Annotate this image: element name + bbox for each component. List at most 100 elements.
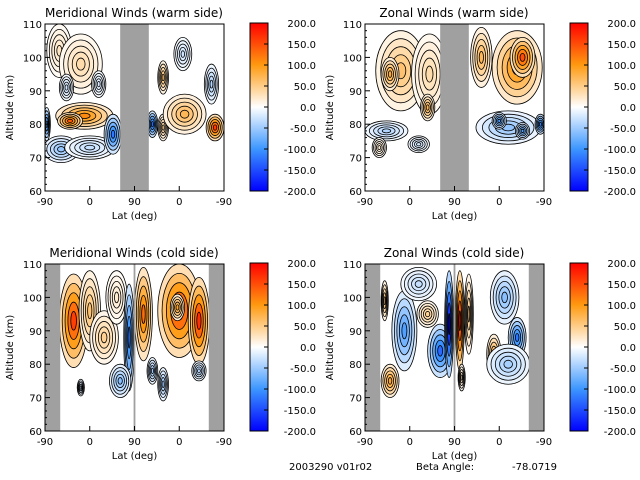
contour-level (458, 310, 462, 332)
plot-area (365, 264, 544, 431)
colorbar-tick-label: 100.0 (607, 61, 636, 72)
y-axis-label: Altitude (km) (325, 315, 336, 381)
footer-beta-label: Beta Angle: (416, 462, 474, 473)
colorbar-tick-label: -50.0 (610, 364, 636, 375)
y-axis-label: Altitude (km) (5, 315, 16, 381)
x-tick-label: 90 (448, 437, 461, 448)
contour-level (503, 359, 513, 369)
colorbar: 200.0 150.0 100.0 50.0 0.0 -50.0 -100.0 -150.0 -… (249, 19, 316, 198)
contour-level (381, 128, 392, 134)
colorbar-tick-label: 50.0 (294, 82, 316, 93)
contour-level (175, 304, 180, 311)
contour-level (64, 84, 69, 91)
contour-level (387, 377, 393, 385)
x-tick-label: 0 (87, 197, 93, 208)
colorbar-tick-label: 0.0 (300, 343, 316, 354)
contour-level (519, 52, 526, 62)
x-tick-label: 0 (176, 197, 182, 208)
colorbar-tick-label: -200.0 (604, 427, 636, 438)
x-axis-label: Lat (deg) (112, 451, 158, 462)
colorbar-tick-label: 50.0 (614, 82, 636, 93)
colorbar-tick-label: 50.0 (294, 322, 316, 333)
x-axis-label: Lat (deg) (432, 451, 478, 462)
colorbar-tick-label: -150.0 (284, 406, 316, 417)
contour-level (141, 304, 146, 324)
contour-level (414, 280, 423, 288)
no-data-region (365, 264, 381, 431)
x-axis-label: Lat (deg) (112, 211, 158, 222)
y-tick-label: 110 (343, 260, 362, 271)
colorbar: 200.0 150.0 100.0 50.0 0.0 -50.0 -100.0 -150.0 -… (569, 259, 636, 438)
colorbar-tick-label: 200.0 (607, 19, 636, 30)
contour-level (196, 311, 202, 330)
colorbar-tick-label: 100.0 (607, 301, 636, 312)
plot-area (365, 24, 544, 191)
colorbar-tick-label: 150.0 (607, 40, 636, 51)
x-tick-label: 0 (496, 437, 502, 448)
colorbar-tick-label: -150.0 (604, 166, 636, 177)
contour-level (96, 81, 101, 88)
contour-level (76, 57, 86, 71)
colorbar-tick-label: 50.0 (614, 322, 636, 333)
contour-level (497, 118, 502, 123)
colorbar-tick-label: 150.0 (287, 280, 316, 291)
colorbar: 200.0 150.0 100.0 50.0 0.0 -50.0 -100.0 -150.0 -… (569, 19, 636, 198)
contour-level (161, 73, 165, 82)
colorbar-tick-label: 200.0 (287, 19, 316, 30)
contour-level (180, 50, 186, 58)
y-tick-label: 100 (23, 293, 42, 304)
panel-2: Zonal Winds (warm side) 60 70 80 90 100 110 -90… (325, 6, 636, 222)
x-tick-label: -90 (357, 437, 373, 448)
y-tick-label: 70 (29, 394, 42, 405)
colorbar-tick-label: 0.0 (620, 103, 636, 114)
contour-level (209, 79, 214, 89)
y-tick-label: 90 (29, 87, 42, 98)
contour-level (478, 50, 484, 64)
x-axis-label: Lat (deg) (432, 211, 478, 222)
y-tick-label: 70 (29, 154, 42, 165)
panel-3: Meridional Winds (cold side) 60 70 80 90 100 1… (5, 246, 316, 462)
contour-level (383, 296, 386, 306)
colorbar-tick-label: 150.0 (607, 280, 636, 291)
contour-level (520, 128, 525, 133)
contour-level (447, 313, 451, 336)
colorbar-tick-label: 200.0 (607, 259, 636, 270)
contour-level (501, 291, 508, 304)
y-tick-label: 100 (23, 53, 42, 64)
footer-product-id: 2003290 v01r02 (289, 462, 372, 473)
contour-level (387, 70, 393, 78)
contour-level (161, 124, 165, 131)
contour-level (150, 121, 154, 128)
y-tick-label: 70 (349, 154, 362, 165)
contour-level (425, 311, 431, 318)
no-data-region (528, 264, 544, 431)
y-axis-label: Altitude (km) (5, 75, 16, 141)
contour-level (67, 118, 73, 123)
y-tick-label: 100 (343, 53, 362, 64)
contour-level (460, 374, 463, 381)
contour-level (110, 129, 116, 139)
panel-4: Zonal Winds (cold side) 60 70 80 90 100 110 -90… (325, 246, 636, 462)
y-tick-label: 80 (29, 120, 42, 131)
no-data-region (208, 264, 224, 431)
contour-level (70, 311, 77, 331)
colorbar-tick-label: -50.0 (290, 364, 316, 375)
y-tick-label: 80 (349, 360, 362, 371)
no-data-region (120, 24, 149, 191)
y-axis-label: Altitude (km) (325, 75, 336, 141)
x-tick-label: 90 (128, 197, 141, 208)
panel-title: Zonal Winds (warm side) (379, 6, 528, 20)
colorbar-tick-label: -100.0 (284, 145, 316, 156)
contour-level (416, 142, 422, 147)
x-tick-label: 0 (176, 437, 182, 448)
x-tick-label: -90 (536, 437, 552, 448)
contour-level (57, 146, 66, 153)
y-tick-label: 60 (349, 427, 362, 438)
panel-title: Meridional Winds (cold side) (49, 246, 218, 260)
x-tick-label: 0 (496, 197, 502, 208)
colorbar: 200.0 150.0 100.0 50.0 0.0 -50.0 -100.0 -150.0 -… (249, 259, 316, 438)
x-tick-label: -90 (536, 197, 552, 208)
contour-level (84, 144, 96, 151)
x-tick-label: -90 (216, 437, 232, 448)
